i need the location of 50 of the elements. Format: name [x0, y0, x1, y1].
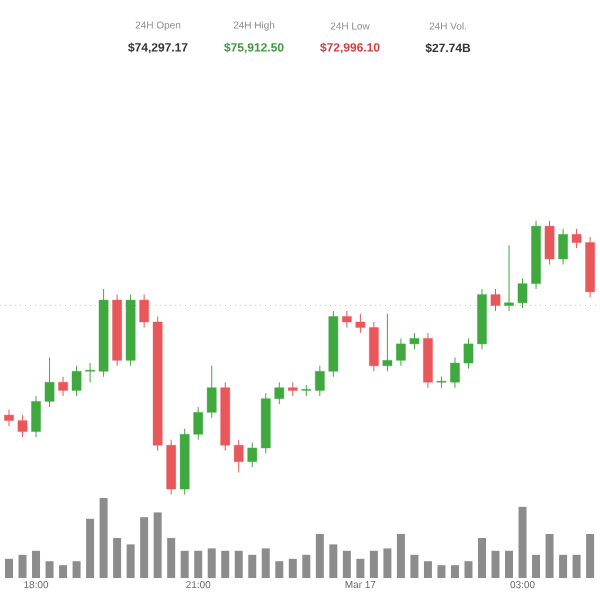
bar	[72, 561, 81, 578]
candlestick	[247, 441, 258, 468]
candlestick	[558, 228, 568, 265]
bar	[248, 554, 257, 578]
bar	[221, 550, 230, 578]
bar	[18, 554, 27, 578]
bar	[113, 538, 122, 578]
bar	[464, 561, 473, 578]
bar	[477, 538, 486, 578]
bar	[383, 548, 392, 578]
bar	[315, 534, 324, 578]
bar	[518, 506, 527, 578]
bar	[491, 550, 500, 578]
bar	[153, 512, 162, 578]
bar	[126, 544, 135, 578]
candlestick	[544, 220, 555, 265]
bar	[505, 550, 514, 578]
bar	[437, 565, 446, 578]
bar	[545, 534, 554, 578]
bar	[572, 554, 581, 578]
bar	[302, 554, 311, 578]
bar	[86, 518, 95, 578]
bar	[234, 550, 243, 578]
bar	[423, 561, 432, 578]
bar	[288, 558, 297, 578]
bar	[410, 554, 419, 578]
candlestick	[490, 288, 501, 312]
bar	[5, 558, 14, 578]
bar	[180, 550, 189, 578]
bar	[450, 565, 459, 578]
bar	[261, 548, 270, 578]
bar	[207, 548, 216, 578]
bar	[559, 554, 568, 578]
bar	[532, 554, 541, 578]
bar	[140, 517, 149, 578]
bar	[356, 558, 365, 578]
bar	[342, 550, 351, 578]
bar	[167, 538, 176, 578]
bar	[194, 550, 203, 578]
bar	[45, 561, 54, 578]
candlestick	[423, 332, 433, 389]
bar	[59, 565, 68, 578]
bar	[329, 544, 338, 578]
bar	[369, 550, 378, 578]
bar	[32, 550, 41, 578]
bar	[586, 534, 595, 578]
bar	[99, 498, 108, 578]
bar	[396, 534, 405, 578]
bar	[275, 561, 284, 578]
candlestick	[58, 376, 68, 397]
